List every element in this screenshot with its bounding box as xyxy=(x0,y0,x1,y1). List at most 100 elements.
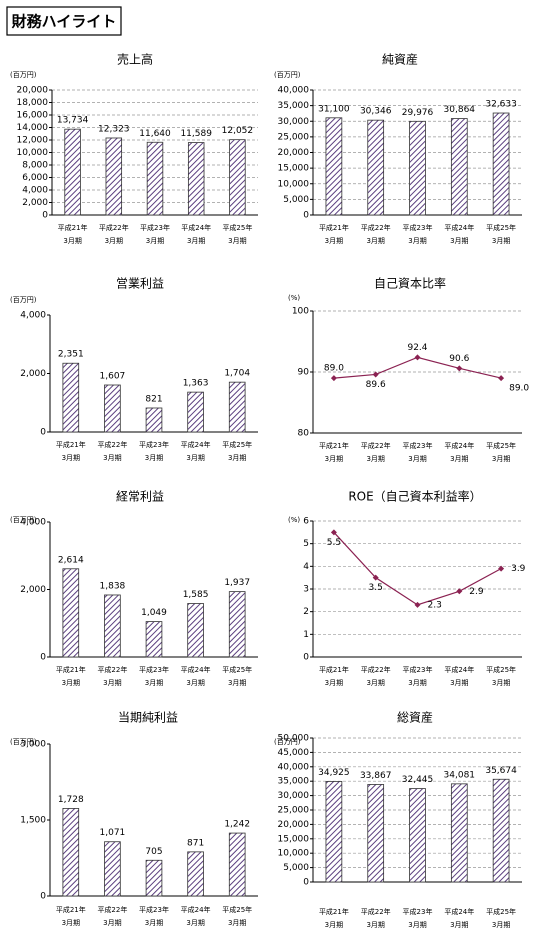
y-tick-label: 2 xyxy=(303,607,309,617)
value-label: 705 xyxy=(145,847,162,857)
y-tick-label: 16,000 xyxy=(17,111,49,121)
bar xyxy=(104,384,121,433)
bar xyxy=(187,391,204,433)
y-tick-label: 4 xyxy=(303,562,309,572)
x-tick-label: 3月期 xyxy=(228,454,246,462)
bar xyxy=(450,783,468,883)
x-tick-label: 平成24年 xyxy=(444,223,474,232)
point xyxy=(498,565,505,572)
bar xyxy=(64,128,81,216)
y-tick-label: 40,000 xyxy=(278,762,310,772)
value-label: 90.6 xyxy=(449,354,469,364)
x-tick-label: 3月期 xyxy=(145,679,163,687)
unit-label: (百万円) xyxy=(274,71,301,79)
value-label: 12,052 xyxy=(222,126,254,136)
y-tick-label: 80 xyxy=(298,429,310,439)
x-tick-label: 平成24年 xyxy=(444,441,474,450)
chart-title: 経常利益 xyxy=(116,490,164,504)
x-tick-label: 3月期 xyxy=(408,921,426,929)
chart-title: ROE（自己資本利益率） xyxy=(348,489,481,504)
y-tick-label: 40,000 xyxy=(278,86,310,96)
bar xyxy=(187,603,204,658)
y-tick-label: 2,000 xyxy=(20,369,46,379)
bar xyxy=(228,381,246,433)
bar xyxy=(62,568,80,658)
x-tick-label: 平成24年 xyxy=(181,665,211,674)
x-tick-label: 3月期 xyxy=(103,454,121,462)
bar xyxy=(187,142,205,216)
x-tick-label: 3月期 xyxy=(325,679,343,687)
value-label: 11,589 xyxy=(180,129,212,139)
point xyxy=(414,601,421,608)
y-tick-label: 2,000 xyxy=(20,585,46,595)
line xyxy=(333,356,502,379)
x-tick-label: 3月期 xyxy=(366,237,384,245)
value-label: 35,674 xyxy=(485,766,517,776)
y-tick-label: 5,000 xyxy=(283,863,309,873)
x-tick-label: 平成21年 xyxy=(56,440,86,449)
x-tick-label: 3月期 xyxy=(105,237,123,245)
value-label: 34,081 xyxy=(444,770,476,780)
y-tick-label: 0 xyxy=(40,428,46,438)
value-label: 3.9 xyxy=(511,564,526,574)
y-tick-label: 25,000 xyxy=(278,132,310,142)
value-label: 2,614 xyxy=(58,555,84,565)
x-tick-label: 3月期 xyxy=(366,455,384,463)
y-tick-label: 30,000 xyxy=(278,117,310,127)
x-tick-label: 3月期 xyxy=(366,679,384,687)
x-tick-label: 平成23年 xyxy=(140,223,170,232)
y-tick-label: 30,000 xyxy=(278,791,310,801)
point xyxy=(372,371,379,378)
y-tick-label: 4,000 xyxy=(20,518,46,528)
y-tick-label: 3 xyxy=(303,585,309,595)
value-label: 1,838 xyxy=(100,581,126,591)
x-tick-label: 3月期 xyxy=(103,919,121,927)
value-label: 30,346 xyxy=(360,107,392,117)
x-tick-label: 平成23年 xyxy=(403,223,433,232)
point xyxy=(372,574,379,581)
y-tick-label: 50,000 xyxy=(278,734,310,744)
y-tick-label: 0 xyxy=(40,892,46,902)
value-label: 1,704 xyxy=(224,369,250,379)
value-label: 12,323 xyxy=(98,124,130,134)
x-tick-label: 3月期 xyxy=(62,679,80,687)
value-label: 1,585 xyxy=(183,590,209,600)
x-tick-label: 3月期 xyxy=(228,679,246,687)
page-title: 財務ハイライト xyxy=(11,13,117,31)
bar xyxy=(325,781,343,883)
x-tick-label: 3月期 xyxy=(62,919,80,927)
value-label: 3.5 xyxy=(369,583,383,593)
x-tick-label: 平成22年 xyxy=(361,441,391,450)
y-tick-label: 5,000 xyxy=(283,195,309,205)
x-tick-label: 平成22年 xyxy=(97,905,127,914)
value-label: 1,363 xyxy=(183,379,209,389)
bar xyxy=(62,808,80,897)
x-tick-label: 3月期 xyxy=(325,921,343,929)
chart-title: 自己資本比率 xyxy=(374,276,446,291)
value-label: 5.5 xyxy=(327,538,341,548)
y-tick-label: 10,000 xyxy=(17,148,49,158)
value-label: 1,071 xyxy=(100,828,126,838)
x-tick-label: 平成22年 xyxy=(361,907,391,916)
value-label: 11,640 xyxy=(139,129,171,139)
value-label: 871 xyxy=(187,838,204,848)
bar xyxy=(450,118,468,216)
y-tick-label: 14,000 xyxy=(17,123,49,133)
x-tick-label: 平成21年 xyxy=(319,665,349,674)
bar xyxy=(367,119,385,216)
x-tick-label: 平成24年 xyxy=(181,905,211,914)
unit-label: (%) xyxy=(288,294,300,302)
x-tick-label: 3月期 xyxy=(145,919,163,927)
y-tick-label: 5 xyxy=(303,539,309,549)
bar xyxy=(146,141,164,216)
value-label: 1,937 xyxy=(224,578,250,588)
value-label: 89.6 xyxy=(366,380,386,390)
x-tick-label: 3月期 xyxy=(145,454,163,462)
point xyxy=(456,365,463,372)
bar xyxy=(409,120,426,216)
chart-title: 営業利益 xyxy=(116,277,164,291)
x-tick-label: 3月期 xyxy=(63,237,81,245)
x-tick-label: 3月期 xyxy=(408,455,426,463)
x-tick-label: 平成24年 xyxy=(181,223,211,232)
